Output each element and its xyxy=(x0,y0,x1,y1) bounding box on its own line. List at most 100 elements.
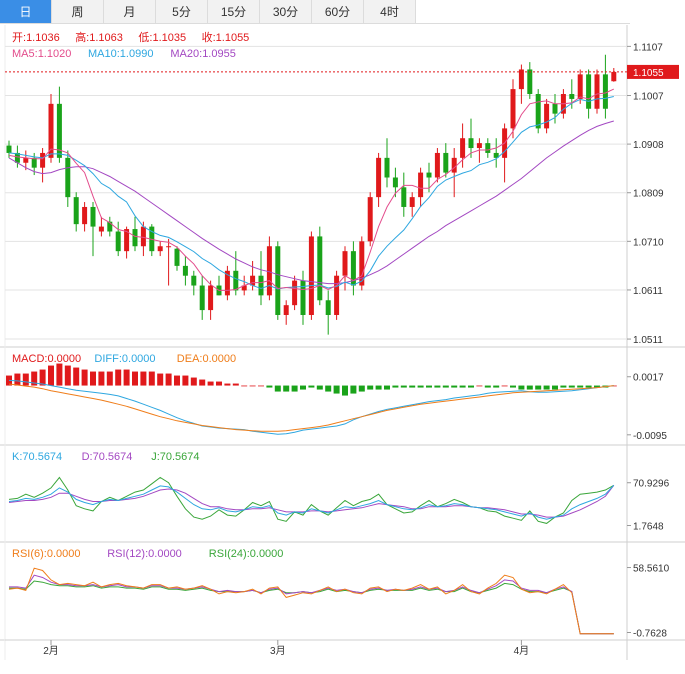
macd-legend-label: DIFF: xyxy=(94,353,122,365)
kdj-legend-item: J:70.5674 xyxy=(151,451,199,463)
candle-body xyxy=(258,275,264,296)
tab-4[interactable]: 15分 xyxy=(208,0,260,24)
candle-body xyxy=(384,157,390,178)
candle-body xyxy=(275,246,281,315)
kdj-d-line xyxy=(8,484,615,518)
macd-bar xyxy=(560,385,567,388)
macd-legend-item: MACD:0.0000 xyxy=(12,353,81,365)
ohlc-legend-label: 高: xyxy=(75,30,89,44)
candle-body xyxy=(82,206,88,225)
candle-body xyxy=(544,103,550,129)
candle-body xyxy=(552,103,558,114)
macd-bar xyxy=(325,385,332,392)
rsi-legend-value: 0.0000 xyxy=(250,548,284,560)
candle-body xyxy=(577,74,583,99)
tab-1[interactable]: 周 xyxy=(52,0,104,24)
macd-bar xyxy=(115,369,122,386)
tab-7[interactable]: 4时 xyxy=(364,0,416,24)
candle-body xyxy=(115,231,121,252)
ma-legend-item: MA5:1.1020 xyxy=(12,48,71,60)
candle-body xyxy=(510,89,516,129)
candle-body xyxy=(594,74,600,109)
macd-legend-value: 0.0000 xyxy=(202,353,236,365)
ohlc-legend-label: 开: xyxy=(12,32,26,44)
candle-body xyxy=(199,285,205,311)
tab-3[interactable]: 5分 xyxy=(156,0,208,24)
candle-body xyxy=(325,300,331,315)
candle-body xyxy=(308,236,314,315)
macd-bar xyxy=(224,383,231,386)
macd-bar xyxy=(585,385,592,388)
macd-bar xyxy=(56,363,63,386)
rsi-legend-value: 0.0000 xyxy=(148,548,182,560)
candle-body xyxy=(535,94,541,129)
macd-bar xyxy=(367,385,374,390)
macd-bar xyxy=(375,385,382,390)
macd-bar xyxy=(594,385,600,388)
macd-bar xyxy=(434,385,441,388)
x-tick-label: 4月 xyxy=(514,645,530,657)
candle-body xyxy=(23,157,29,163)
macd-bar xyxy=(568,385,575,388)
ma-legend-item: MA10:1.0990 xyxy=(88,48,153,60)
ma-legend-value: 1.0955 xyxy=(202,48,236,60)
candle-body xyxy=(602,74,608,109)
macd-bar xyxy=(358,385,365,392)
macd-bar xyxy=(342,385,348,396)
macd-bar xyxy=(64,365,71,386)
macd-bar xyxy=(308,385,315,388)
kdj-legend-label: K: xyxy=(12,451,22,463)
candle-body xyxy=(166,246,172,248)
kdj-legend-label: D: xyxy=(82,451,93,463)
candle-body xyxy=(586,74,592,109)
macd-bar xyxy=(350,385,357,394)
tab-5[interactable]: 30分 xyxy=(260,0,312,24)
macd-bar xyxy=(577,385,584,388)
candle-body xyxy=(569,94,575,99)
macd-bar xyxy=(283,385,290,392)
candle-body xyxy=(208,285,214,311)
macd-bar xyxy=(442,385,449,388)
macd-bar xyxy=(48,365,54,386)
candle-body xyxy=(14,152,20,163)
candle-body xyxy=(31,157,37,168)
macd-bar xyxy=(535,385,542,390)
ohlc-legend-label: 收: xyxy=(202,30,216,44)
tab-0[interactable]: 日 xyxy=(0,0,52,24)
macd-bar xyxy=(165,373,172,386)
kdj-k-line xyxy=(8,484,615,520)
macd-bar xyxy=(484,385,491,388)
rsi-legend-value: 0.0000 xyxy=(47,548,81,560)
candle-body xyxy=(241,285,247,291)
candle-body xyxy=(182,265,188,276)
candle-body xyxy=(468,138,474,149)
tab-6[interactable]: 60分 xyxy=(312,0,364,24)
macd-bar xyxy=(501,385,508,387)
candle-body xyxy=(48,103,54,158)
rsi-legend-item: RSI(12):0.0000 xyxy=(107,548,182,560)
kdj-legend-item: K:70.5674 xyxy=(12,451,62,463)
candle-body xyxy=(157,246,163,252)
macd-bar xyxy=(241,385,248,387)
macd-bar xyxy=(216,381,222,386)
macd-bar xyxy=(493,385,500,388)
kdj-j-line xyxy=(8,476,615,524)
kdj-tick-label: 70.9296 xyxy=(633,479,670,490)
rsi-legend-label: RSI(24): xyxy=(209,548,250,560)
rsi-legend-label: RSI(6): xyxy=(12,548,47,560)
macd-dea-line xyxy=(8,383,614,432)
macd-bar xyxy=(291,385,298,392)
macd-bar xyxy=(451,385,458,388)
kdj-tick-label: 1.7648 xyxy=(633,521,664,532)
tab-2[interactable]: 月 xyxy=(104,0,156,24)
candle-body xyxy=(56,103,62,158)
candle-body xyxy=(40,152,46,168)
candle-body xyxy=(426,172,432,178)
rsi-legend-label: RSI(12): xyxy=(107,548,148,560)
candle-body xyxy=(485,143,491,153)
candle-body xyxy=(140,226,146,247)
ma10-line xyxy=(8,96,614,290)
candle-body xyxy=(73,197,79,225)
candle-body xyxy=(418,172,424,198)
candle-body xyxy=(224,270,230,296)
